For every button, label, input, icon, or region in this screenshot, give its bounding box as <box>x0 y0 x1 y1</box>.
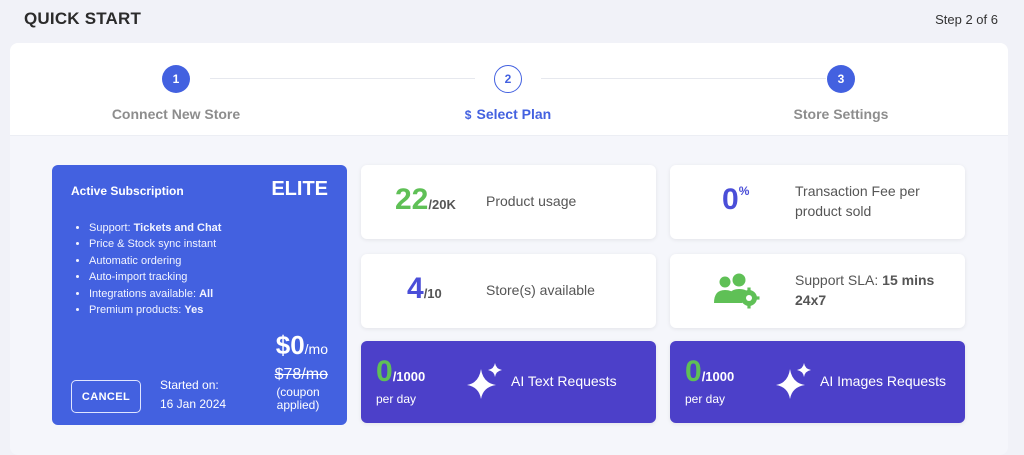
feature-item: Price & Stock sync instant <box>89 236 221 252</box>
feature-item: Automatic ordering <box>89 253 221 269</box>
support-sla-label: Support SLA: 15 mins 24x7 <box>795 272 935 308</box>
stores-label: Store(s) available <box>486 282 595 298</box>
page-title: QUICK START <box>24 9 142 28</box>
users-gear-icon <box>714 273 760 309</box>
ai-images-requests-card: 0/1000 per day AI Images Requests <box>670 341 965 423</box>
step-1-label[interactable]: Connect New Store <box>111 106 241 122</box>
current-price: $0/mo <box>275 330 328 360</box>
original-price: $78/mo <box>274 366 328 383</box>
stores-value: 4/10 <box>407 272 442 305</box>
started-date: 16 Jan 2024 <box>160 397 227 411</box>
product-usage-value: 22/20K <box>395 183 456 216</box>
ai-images-value: 0/1000 <box>685 355 735 388</box>
step-indicator: Step 2 of 6 <box>935 12 998 27</box>
support-sla-card: Support SLA: 15 mins 24x7 <box>670 254 965 328</box>
transaction-fee-label: Transaction Fee per product sold <box>795 183 920 219</box>
step-2-circle[interactable]: 2 <box>494 65 522 93</box>
header: QUICK START Step 2 of 6 <box>0 0 1024 40</box>
started-label: Started on: <box>160 378 219 392</box>
sparkle-icon <box>776 363 811 399</box>
stepper: 1 Connect New Store 2 $ Select Plan 3 Sto… <box>10 43 1008 136</box>
coupon-note: (coupon applied) <box>276 385 320 412</box>
started-info: Started on: 16 Jan 2024 <box>160 376 226 414</box>
step-1-circle[interactable]: 1 <box>162 65 190 93</box>
step-3-label[interactable]: Store Settings <box>793 106 889 122</box>
stepper-connector <box>541 78 826 79</box>
step-3-circle[interactable]: 3 <box>827 65 855 93</box>
product-usage-label: Product usage <box>486 193 577 209</box>
feature-item: Premium products: Yes <box>89 302 221 318</box>
product-usage-card: 22/20K Product usage <box>361 165 656 239</box>
feature-list: Support: Tickets and Chat Price & Stock … <box>89 220 221 318</box>
ai-text-requests-card: 0/1000 per day AI Text Requests <box>361 341 656 423</box>
stepper-connector <box>210 78 475 79</box>
transaction-fee-value: 0% <box>722 183 750 216</box>
ai-text-period: per day <box>376 392 417 406</box>
quick-start-card: 1 Connect New Store 2 $ Select Plan 3 Sto… <box>10 43 1008 455</box>
transaction-fee-card: 0% Transaction Fee per product sold <box>670 165 965 239</box>
plan-name: ELITE <box>271 178 328 200</box>
ai-text-value: 0/1000 <box>376 355 426 388</box>
feature-item: Auto-import tracking <box>89 269 221 285</box>
ai-images-period: per day <box>685 392 726 406</box>
cancel-button[interactable]: CANCEL <box>71 380 141 413</box>
sparkle-icon <box>467 363 502 399</box>
active-subscription-panel: Active Subscription ELITE Support: Ticke… <box>52 165 347 425</box>
step-2-label[interactable]: $ Select Plan <box>408 106 608 122</box>
feature-item: Integrations available: All <box>89 286 221 302</box>
stores-card: 4/10 Store(s) available <box>361 254 656 328</box>
subscription-heading: Active Subscription <box>71 184 184 198</box>
ai-text-label: AI Text Requests <box>511 373 617 389</box>
dollar-icon: $ <box>464 108 472 122</box>
feature-item: Support: Tickets and Chat <box>89 220 221 236</box>
step-2-label-text: Select Plan <box>476 106 552 122</box>
ai-images-label: AI Images Requests <box>820 373 947 389</box>
